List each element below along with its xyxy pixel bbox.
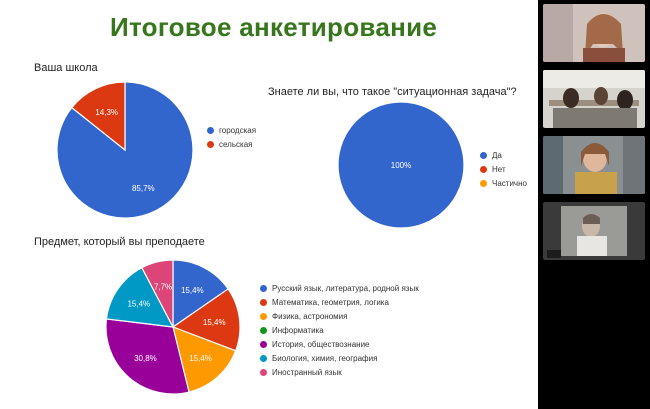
participant-1-video [543,4,645,62]
video-tile-participant-4[interactable] [543,202,645,260]
pie-slice-русский-язык-литература-родной-язык [172,259,229,329]
legend-label: Математика, геометрия, логика [272,298,389,307]
legend-label: Да [492,151,502,160]
legend-swatch [260,313,267,320]
participant-3-video [543,136,645,194]
video-tile-participant-3[interactable] [543,136,645,194]
legend-label: городская [219,126,257,135]
pie-chart-situational: 100% [337,101,465,229]
pie-chart-subject: 15,4% 15,4% 15,4% 30,8% 15,4% 7,7% [105,259,241,395]
legend-item-частично: Частично [480,179,538,189]
chart-title-situational: Знаете ли вы, что такое "ситуационная за… [268,86,517,98]
legend-swatch [260,369,267,376]
legend-label: История, обществознание [272,340,370,349]
pie-slice-физика-астрономия [172,326,237,393]
legend-item-русский-язык-литература-родной-язык: Русский язык, литература, родной язык [260,284,430,294]
pie-slice-сельская [70,81,126,152]
pie-value-label: 85,7% [132,184,155,193]
chart-title-subject: Предмет, который вы преподаете [34,236,205,248]
pie-slice-история-обществознание [105,318,190,395]
legend-swatch [260,327,267,334]
legend-item-городская: городская [207,126,287,136]
legend-school: городская сельская [207,126,287,154]
legend-label: сельская [219,140,253,149]
legend-swatch [260,341,267,348]
legend-swatch [480,180,487,187]
pie-value-label: 14,3% [95,108,118,117]
legend-situational: Да Нет Частично [480,151,538,193]
presentation-slide: Итоговое анкетирование Ваша школа 85,7% 1… [0,0,538,409]
pie-value-label: 100% [391,161,411,170]
legend-label: Нет [492,165,506,174]
pie-value-label: 30,8% [134,354,157,363]
legend-swatch [207,127,214,134]
legend-item-иностранный-язык: Иностранный язык [260,368,430,378]
pie-value-label: 7,7% [154,283,172,292]
video-tile-participant-1[interactable] [543,4,645,62]
legend-item-да: Да [480,151,538,161]
legend-item-история-обществознание: История, обществознание [260,340,430,350]
chart-title-school: Ваша школа [34,62,98,74]
pie-slice-да [337,101,465,229]
legend-subject: Русский язык, литература, родной язык Мат… [260,284,430,382]
participant-4-video [543,202,645,260]
participant-2-video [543,70,645,128]
legend-item-нет: Нет [480,165,538,175]
legend-label: Частично [492,179,527,188]
legend-item-математика-геометрия-логика: Математика, геометрия, логика [260,298,430,308]
pie-slice-иностранный-язык [141,259,174,328]
legend-item-физика-астрономия: Физика, астрономия [260,312,430,322]
pie-value-label: 15,4% [127,299,150,308]
legend-label: Иностранный язык [272,368,342,377]
legend-swatch [207,141,214,148]
legend-swatch [480,166,487,173]
legend-item-информатика: Информатика [260,326,430,336]
legend-label: Русский язык, литература, родной язык [272,284,419,293]
legend-label: Информатика [272,326,324,335]
pie-value-label: 15,4% [181,286,204,295]
legend-swatch [260,285,267,292]
legend-label: Биология, химия, география [272,354,378,363]
pie-value-label: 15,4% [189,354,212,363]
legend-swatch [480,152,487,159]
legend-item-биология-химия-география: Биология, химия, география [260,354,430,364]
legend-item-сельская: сельская [207,140,287,150]
slide-title: Итоговое анкетирование [110,12,438,42]
video-sidebar [538,0,650,409]
legend-label: Физика, астрономия [272,312,348,321]
pie-slice-математика-геометрия-логика [171,288,241,352]
pie-value-label: 15,4% [203,318,226,327]
video-tile-participant-2[interactable] [543,70,645,128]
pie-chart-school: 85,7% 14,3% [56,81,194,219]
legend-swatch [260,299,267,306]
legend-swatch [260,355,267,362]
pie-slice-биология-химия-география [105,266,175,328]
